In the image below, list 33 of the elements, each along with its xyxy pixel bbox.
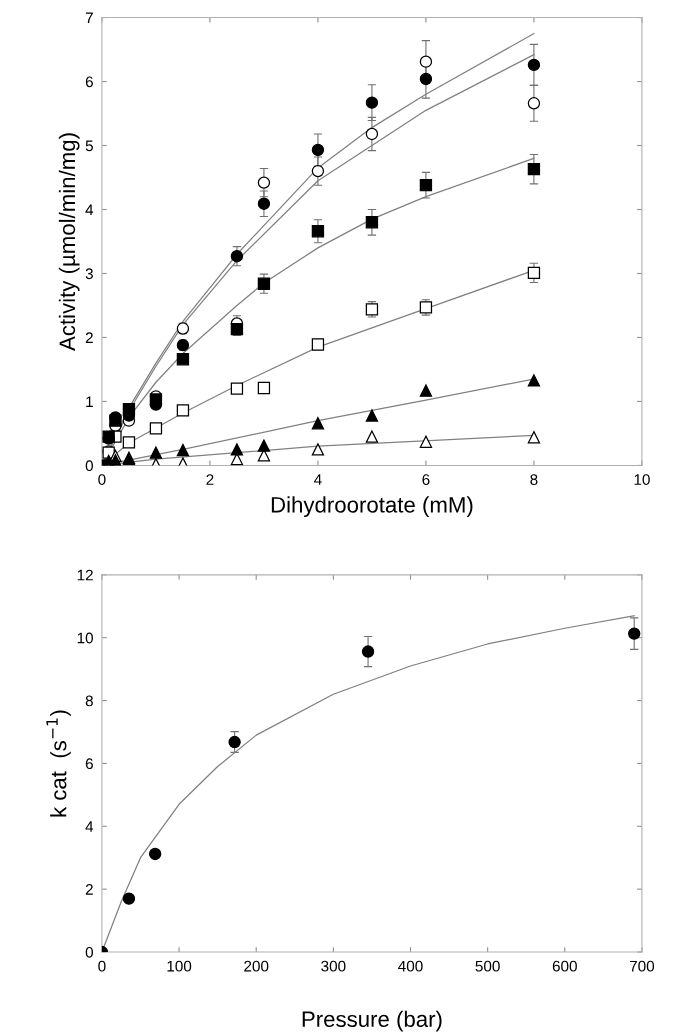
y-tick-label: 5 [85, 140, 93, 152]
y-axis-title: Activity (µmol/min/mg) [58, 133, 80, 351]
y-axis-title: k cat (s$^{−1}$) [46, 710, 71, 817]
y-tick-label: 6 [85, 76, 93, 88]
y-tick-label: 8 [85, 695, 93, 707]
x-tick-label: 300 [321, 960, 346, 972]
y-tick-label: 0 [85, 460, 93, 472]
x-tick-label: 500 [475, 960, 500, 972]
y-tick-label: 4 [85, 204, 94, 216]
x-tick-label: 0 [98, 960, 106, 972]
x-tick-label: 6 [422, 474, 430, 485]
x-axis-title: Pressure (bar) [302, 1010, 442, 1032]
x-tick-label: 700 [629, 960, 655, 972]
x-tick-label: 4 [314, 474, 322, 485]
x-tick-label: 8 [530, 474, 538, 485]
x-tick-label: 0 [98, 474, 106, 485]
y-tick-label: 0 [85, 946, 93, 958]
x-axis-title: Dihydroorotate (mM) [271, 496, 473, 518]
x-tick-label: 2 [206, 474, 214, 485]
y-tick-label: 10 [77, 632, 93, 644]
x-tick-label: 600 [552, 960, 577, 972]
x-tick-label: 10 [634, 474, 650, 485]
y-tick-label: 3 [85, 268, 93, 280]
x-tick-label: 100 [167, 960, 192, 972]
y-tick-label: 1 [86, 396, 93, 407]
y-tick-label: 7 [85, 12, 93, 24]
y-tick-label: 4 [85, 821, 94, 832]
y-tick-label: 2 [85, 332, 93, 343]
y-tick-label: 12 [77, 569, 93, 581]
y-tick-label: 6 [85, 758, 93, 770]
x-tick-label: 200 [244, 960, 269, 972]
x-tick-label: 400 [398, 960, 423, 972]
y-tick-label: 2 [85, 884, 93, 895]
